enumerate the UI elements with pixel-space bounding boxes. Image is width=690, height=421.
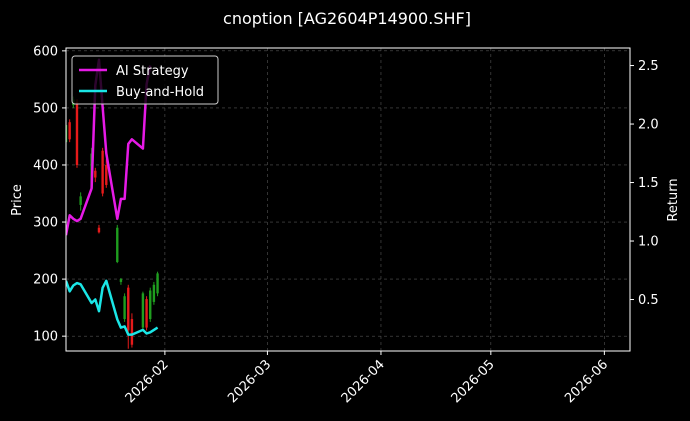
- candle-body: [116, 227, 119, 262]
- candle-body: [141, 293, 145, 328]
- right-axis-label: Return: [666, 178, 681, 221]
- left-axis-ticks: 100 200 300 400 500 600: [33, 44, 66, 345]
- legend-box: [71, 55, 219, 105]
- right-tick-label: 1.5: [638, 176, 659, 191]
- left-tick-label: 100: [33, 330, 58, 345]
- legend-label-ai-strategy: AI Strategy: [116, 64, 189, 79]
- candle-body: [105, 164, 108, 185]
- left-axis-label: Price: [10, 184, 25, 216]
- candle-body: [68, 122, 71, 140]
- ai-strategy-line: [66, 58, 152, 236]
- left-tick-label: 600: [33, 44, 58, 59]
- candle-body: [119, 279, 123, 282]
- buy-and-hold-line: [66, 279, 159, 336]
- candle-body: [66, 125, 68, 143]
- legend: AI Strategy Buy-and-Hold: [71, 55, 219, 105]
- left-tick-label: 500: [33, 101, 58, 116]
- candle-body: [149, 290, 152, 320]
- plot-frame: [65, 47, 631, 352]
- left-tick-label: 200: [33, 273, 58, 288]
- right-tick-label: 2.0: [638, 118, 659, 133]
- candle-body: [101, 150, 104, 194]
- candle-body: [79, 196, 82, 205]
- candle-body: [97, 227, 101, 233]
- legend-label-buy-and-hold: Buy-and-Hold: [116, 85, 204, 100]
- candle-body: [145, 299, 148, 328]
- series-lines: [66, 58, 159, 336]
- right-tick-label: 0.5: [638, 293, 659, 308]
- candle-body: [130, 319, 134, 345]
- candle-body: [127, 287, 130, 331]
- right-axis-ticks: 0.5 1.0 1.5 2.0 2.5: [630, 59, 659, 308]
- candle-body: [75, 102, 79, 165]
- candle-body: [152, 284, 156, 302]
- candle-body: [94, 170, 97, 178]
- right-tick-label: 2.5: [638, 59, 659, 74]
- candlesticks: [66, 96, 159, 349]
- candle-body: [123, 296, 126, 320]
- left-tick-label: 300: [33, 216, 58, 231]
- left-tick-label: 400: [33, 158, 58, 173]
- right-tick-label: 1.0: [638, 235, 659, 250]
- grid-lines: [66, 48, 630, 351]
- candle-body: [156, 273, 159, 294]
- chart-title: cnoption [AG2604P14900.SHF]: [223, 9, 471, 28]
